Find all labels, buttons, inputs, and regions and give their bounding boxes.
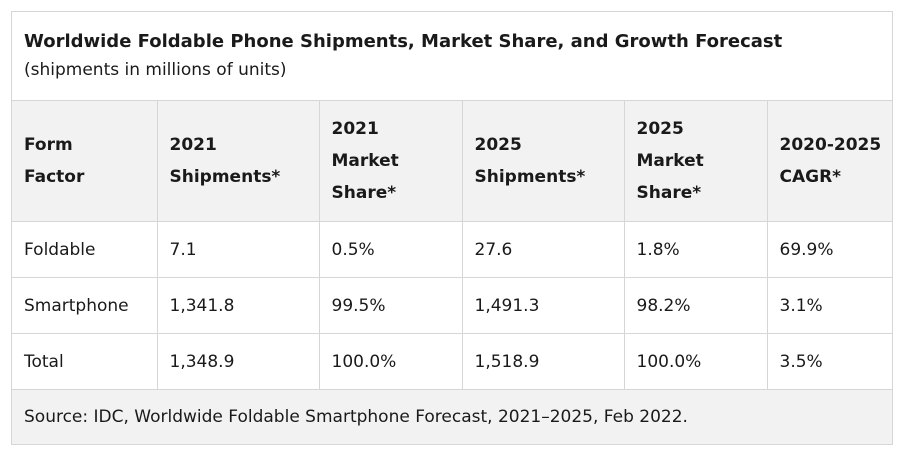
table-subtitle: (shipments in millions of units)	[24, 60, 287, 80]
table-cell: 98.2%	[624, 277, 768, 334]
table-cell: 1,348.9	[157, 333, 320, 390]
table-cell: 1,518.9	[462, 333, 625, 390]
table-row: Foldable 7.1 0.5% 27.6 1.8% 69.9%	[12, 221, 892, 278]
header-2021-shipments: 2021 Shipments*	[157, 100, 320, 222]
table-cell: 100.0%	[624, 333, 768, 390]
header-line: Factor	[24, 167, 85, 187]
table-cell: 1,341.8	[157, 277, 320, 334]
table-cell: 69.9%	[767, 221, 892, 278]
header-2021-market-share: 2021 Market Share*	[319, 100, 463, 222]
source-note: Source: IDC, Worldwide Foldable Smartpho…	[12, 390, 892, 444]
header-line: Market	[331, 151, 399, 171]
header-line: 2020-2025	[779, 135, 882, 155]
table-cell: 27.6	[462, 221, 625, 278]
header-line: Share*	[331, 183, 397, 203]
header-line: Market	[636, 151, 704, 171]
forecast-table-figure: Worldwide Foldable Phone Shipments, Mark…	[11, 11, 893, 445]
header-row: Form Factor 2021 Shipments* 2021 Market …	[12, 100, 892, 222]
header-line: 2025	[636, 119, 684, 139]
header-line: 2021	[169, 135, 217, 155]
table-row: Smartphone 1,341.8 99.5% 1,491.3 98.2% 3…	[12, 277, 892, 334]
row-label: Foldable	[12, 221, 158, 278]
forecast-table: Form Factor 2021 Shipments* 2021 Market …	[12, 100, 892, 390]
table-title: Worldwide Foldable Phone Shipments, Mark…	[24, 31, 783, 52]
row-label: Smartphone	[12, 277, 158, 334]
table-cell: 100.0%	[319, 333, 463, 390]
table-caption: Worldwide Foldable Phone Shipments, Mark…	[12, 12, 892, 100]
header-form-factor: Form Factor	[12, 100, 158, 222]
table-row: Total 1,348.9 100.0% 1,518.9 100.0% 3.5%	[12, 333, 892, 390]
table-cell: 1,491.3	[462, 277, 625, 334]
header-line: CAGR*	[779, 167, 842, 187]
table-cell: 0.5%	[319, 221, 463, 278]
table-cell: 3.5%	[767, 333, 892, 390]
table-cell: 99.5%	[319, 277, 463, 334]
header-line: Form	[24, 135, 73, 155]
header-line: Shipments*	[169, 167, 281, 187]
header-line: Share*	[636, 183, 702, 203]
header-line: 2025	[474, 135, 522, 155]
row-label: Total	[12, 333, 158, 390]
header-2025-shipments: 2025 Shipments*	[462, 100, 625, 222]
table-cell: 1.8%	[624, 221, 768, 278]
table-cell: 3.1%	[767, 277, 892, 334]
header-cagr: 2020-2025 CAGR*	[767, 100, 892, 222]
header-2025-market-share: 2025 Market Share*	[624, 100, 768, 222]
table-cell: 7.1	[157, 221, 320, 278]
header-line: 2021	[331, 119, 379, 139]
header-line: Shipments*	[474, 167, 586, 187]
